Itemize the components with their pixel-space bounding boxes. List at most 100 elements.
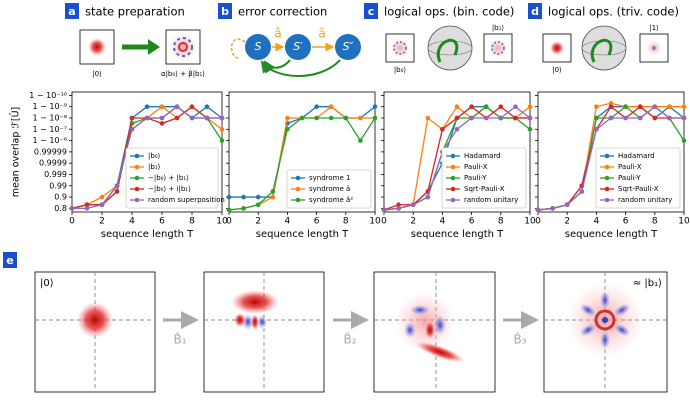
data-point <box>328 115 334 121</box>
data-point <box>129 126 135 132</box>
data-point <box>189 115 195 121</box>
data-point <box>285 115 290 121</box>
panel-label: e <box>6 254 13 267</box>
legend-label: −|b₀⟩ + |b₁⟩ <box>148 174 189 182</box>
legend-label: syndrome 1 <box>309 174 350 182</box>
data-point <box>299 115 305 121</box>
data-point <box>328 104 334 109</box>
data-point <box>594 104 599 109</box>
legend-marker <box>604 186 610 192</box>
wigner-blob <box>434 315 446 335</box>
legend: |b₀⟩ |b₁⟩ −|b₀⟩ + |b₁⟩ −|b₀⟩ + i|b₁⟩ random … <box>125 147 225 209</box>
x-tick-label: 10 <box>369 217 381 227</box>
legend-label: random superposition <box>148 196 225 204</box>
data-point <box>681 138 687 143</box>
y-tick-label: 0.8 <box>54 204 67 213</box>
state-blob <box>651 45 657 51</box>
legend-label: Hadamard <box>464 152 501 160</box>
wigner-blob <box>425 321 435 339</box>
x-tick-label: 8 <box>343 217 349 227</box>
data-point <box>681 115 687 121</box>
loop-arrow <box>230 38 246 59</box>
legend-label: Sqrt-Pauli-X <box>464 185 505 193</box>
data-point <box>637 104 643 109</box>
state-ring <box>178 42 188 52</box>
data-point <box>513 104 518 109</box>
data-point <box>372 115 378 121</box>
wigner-blob <box>257 315 267 329</box>
legend-marker <box>450 164 456 170</box>
state-blob <box>88 38 106 56</box>
x-tick-label: 2 <box>410 217 416 227</box>
wigner-blob <box>234 313 246 327</box>
return-arrow <box>263 59 291 74</box>
data-point <box>226 194 232 200</box>
state-blob <box>550 41 564 55</box>
rotation-arrow <box>590 38 613 63</box>
y-tick-label: 1 − 10⁻⁸ <box>33 113 68 122</box>
evolution: |0⟩ ≈ |b₁⟩ B̂₁ B̂₂ B̂₃ <box>34 271 668 393</box>
data-point <box>174 115 180 121</box>
x-tick-label: 4 <box>440 217 446 227</box>
state-node <box>335 34 361 60</box>
legend-marker <box>604 197 610 203</box>
data-point <box>454 104 460 109</box>
state-node <box>285 34 311 60</box>
data-point <box>550 206 555 211</box>
state-label: |b₁⟩ <box>492 24 505 32</box>
panel-title: logical ops. (bin. code) <box>384 5 514 19</box>
arrow-head <box>148 39 160 55</box>
legend-marker <box>134 197 140 203</box>
panel-label-box <box>528 3 542 19</box>
data-point <box>396 202 401 208</box>
data-point <box>469 104 474 109</box>
wigner-petals <box>579 291 631 349</box>
x-tick-label: 10 <box>216 217 228 227</box>
data-point <box>579 189 585 194</box>
state-node-label: S <box>255 40 262 53</box>
line-chart: 0.8 0.9 0.99 0.999 0.9999 0.99999 1 − 10⁻⁶ 1 − … <box>10 91 228 240</box>
legend-box <box>125 147 219 209</box>
data-point <box>358 115 363 121</box>
wigner-center <box>602 317 608 323</box>
x-tick-label: 4 <box>594 217 600 227</box>
x-tick-label: 2 <box>564 217 570 227</box>
data-point <box>84 206 90 211</box>
state-node-label: S″ <box>342 40 354 53</box>
data-point <box>174 104 180 109</box>
x-axis-label: sequence length T <box>101 229 194 240</box>
data-point <box>469 115 474 121</box>
legend-marker <box>450 175 456 181</box>
data-point <box>144 115 150 121</box>
data-point <box>226 207 232 213</box>
y-tick-label: 0.9 <box>54 193 67 202</box>
legend-marker <box>295 197 301 203</box>
x-tick-label: 8 <box>189 217 195 227</box>
data-point <box>159 121 165 126</box>
state-ring <box>173 37 193 57</box>
state-node <box>245 34 271 60</box>
data-point <box>527 115 533 121</box>
data-point <box>608 115 614 121</box>
data-point <box>440 126 445 132</box>
data-point <box>189 104 195 109</box>
data-point <box>527 126 533 132</box>
wigner-blob <box>410 305 430 315</box>
schematic-b: S S′ S″ â â <box>230 27 361 77</box>
data-point <box>144 104 150 109</box>
legend-marker <box>450 197 456 203</box>
legend: Hadamard Pauli-X Pauli-Y Sqrt-Pauli-X random… <box>441 147 527 209</box>
data-point <box>527 104 533 109</box>
legend-marker <box>450 186 456 192</box>
data-point <box>498 104 504 109</box>
data-point <box>219 115 225 121</box>
data-point <box>99 202 105 208</box>
x-tick-label: 8 <box>652 217 658 227</box>
operator-label: B̂₃ <box>513 332 526 346</box>
state-node-label: S′ <box>293 40 303 53</box>
data-point <box>623 115 628 121</box>
x-tick-label: 8 <box>498 217 504 227</box>
data-point <box>594 115 599 121</box>
data-point <box>652 104 658 109</box>
